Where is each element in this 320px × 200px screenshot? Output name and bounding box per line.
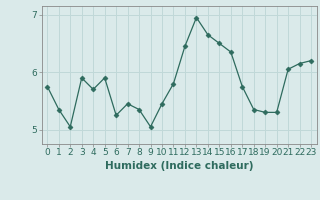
X-axis label: Humidex (Indice chaleur): Humidex (Indice chaleur): [105, 161, 253, 171]
